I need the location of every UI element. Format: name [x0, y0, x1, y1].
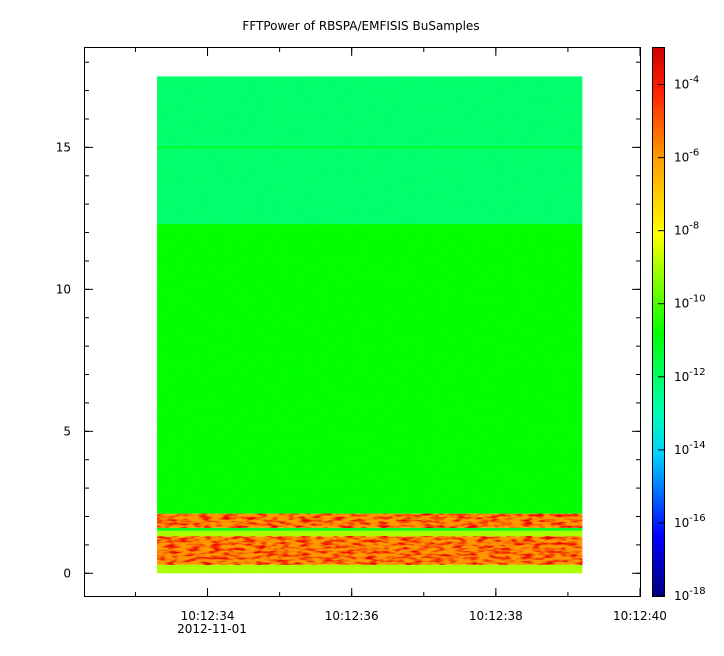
x-tick-label-1: 10:12:36: [325, 609, 379, 623]
y-axis: 0 5 10 15: [56, 61, 640, 580]
x-tick-label-2: 10:12:38: [469, 609, 523, 623]
x-axis-date-label: 2012-11-01: [177, 622, 247, 636]
colorbar-tick-label-4: 10-12: [674, 367, 706, 384]
spectral-line-0: [157, 146, 583, 149]
y-tick-label-3: 15: [56, 140, 71, 154]
colorbar-tick-label-5: 10-14: [674, 440, 706, 457]
colorbar-tick-label-1: 10-6: [674, 148, 699, 165]
y-tick-label-0: 0: [63, 566, 71, 580]
spectrogram-speckle: [157, 76, 583, 574]
colorbar: [652, 47, 665, 597]
x-tick-label-3: 10:12:40: [613, 609, 667, 623]
x-axis: 10:12:34 10:12:36 10:12:38 10:12:40: [134, 48, 667, 623]
y-tick-label-1: 5: [63, 424, 71, 438]
colorbar-tick-label-2: 10-8: [674, 221, 699, 238]
colorbar-tick-label-3: 10-10: [674, 294, 706, 311]
colorbar-tick-label-0: 10-4: [674, 75, 699, 92]
colorbar-tick-label-6: 10-16: [674, 513, 706, 530]
chart-title: FFTPower of RBSPA/EMFISIS BuSamples: [242, 19, 479, 33]
x-tick-label-0: 10:12:34: [181, 609, 235, 623]
y-tick-label-2: 10: [56, 282, 71, 296]
spectrogram-annotations: [157, 146, 583, 149]
spectrogram-texture: [157, 76, 583, 574]
colorbar-tick-label-7: 10-18: [674, 586, 706, 603]
colorbar-ticks: 10-4 10-6 10-8 10-10 10-12 10-14 10-16 10-18: [658, 75, 706, 603]
